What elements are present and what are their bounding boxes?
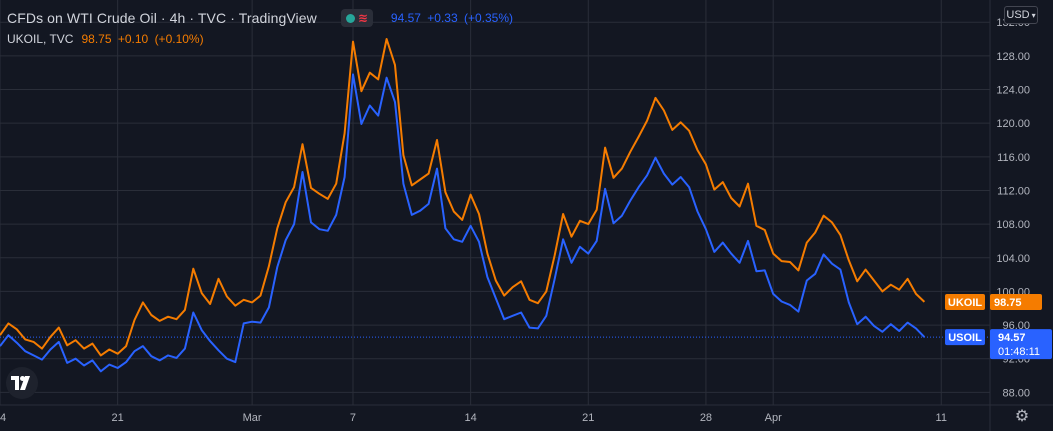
compare-symbol-row: UKOIL, TVC 98.75 +0.10 (+0.10%) xyxy=(7,30,516,48)
compare-price: 98.75 xyxy=(81,32,112,46)
tradingview-logo-icon[interactable] xyxy=(6,367,38,399)
y-tick-label: 116.00 xyxy=(997,152,1030,164)
usoil-name-tag-bg xyxy=(945,329,985,346)
y-tick-label: 112.00 xyxy=(997,185,1030,197)
chart-legend: CFDs on WTI Crude Oil · 4h · TVC · Tradi… xyxy=(7,9,516,48)
chevron-down-icon: ▾ xyxy=(1031,10,1036,20)
x-tick-label: 11 xyxy=(936,412,947,424)
compare-symbol[interactable]: UKOIL, TVC xyxy=(7,32,74,46)
series-line-ukoil[interactable] xyxy=(0,38,926,357)
ukoil-name-tag: UKOIL xyxy=(948,297,983,309)
x-tick-label: Mar xyxy=(243,412,262,424)
y-tick-label: 124.00 xyxy=(996,85,1030,97)
main-change-pct: (+0.35%) xyxy=(464,11,514,25)
currency-selector[interactable]: USD ▾ xyxy=(1004,6,1038,24)
usoil-price-box xyxy=(990,329,1052,360)
data-delay-wave-icon: ≋ xyxy=(357,11,368,25)
compare-change: +0.10 xyxy=(117,32,149,46)
bar-countdown: 01:48:11 xyxy=(998,346,1040,358)
currency-label: USD xyxy=(1006,9,1030,21)
usoil-price-tag: 94.57 xyxy=(998,332,1026,344)
gear-icon[interactable]: ⚙ xyxy=(1014,408,1030,425)
compare-values: 98.75 +0.10 (+0.10%) xyxy=(81,32,206,46)
x-tick-label: 21 xyxy=(112,412,124,424)
main-price: 94.57 xyxy=(390,11,421,25)
x-tick-label: Apr xyxy=(765,412,782,424)
y-tick-label: 128.00 xyxy=(996,51,1030,63)
usoil-name-tag: USOIL xyxy=(948,332,982,344)
compare-change-pct: (+0.10%) xyxy=(154,32,204,46)
y-tick-label: 108.00 xyxy=(996,219,1030,231)
x-tick-label: 14 xyxy=(465,412,477,424)
symbol-title[interactable]: CFDs on WTI Crude Oil · 4h · TVC · Tradi… xyxy=(7,10,317,26)
market-open-dot-icon xyxy=(345,13,355,23)
x-tick-label: 14 xyxy=(0,412,6,424)
x-tick-label: 28 xyxy=(700,412,712,424)
ukoil-name-tag-bg xyxy=(945,293,985,310)
series-line-usoil[interactable] xyxy=(0,73,926,373)
market-status[interactable]: ≋ xyxy=(340,9,373,27)
main-symbol-row: CFDs on WTI Crude Oil · 4h · TVC · Tradi… xyxy=(7,9,516,27)
x-tick-label: 7 xyxy=(350,412,356,424)
x-tick-label: 21 xyxy=(582,412,594,424)
ukoil-price-tag-bg xyxy=(990,293,1042,310)
main-change: +0.33 xyxy=(427,11,458,25)
y-tick-label: 120.00 xyxy=(996,118,1030,130)
ukoil-price-tag: 98.75 xyxy=(994,297,1022,309)
y-tick-label: 104.00 xyxy=(996,253,1030,265)
y-tick-label: 88.00 xyxy=(1002,387,1030,399)
main-values: 94.57 +0.33 (+0.35%) xyxy=(391,11,516,25)
y-tick-label: 96.00 xyxy=(1002,320,1030,332)
